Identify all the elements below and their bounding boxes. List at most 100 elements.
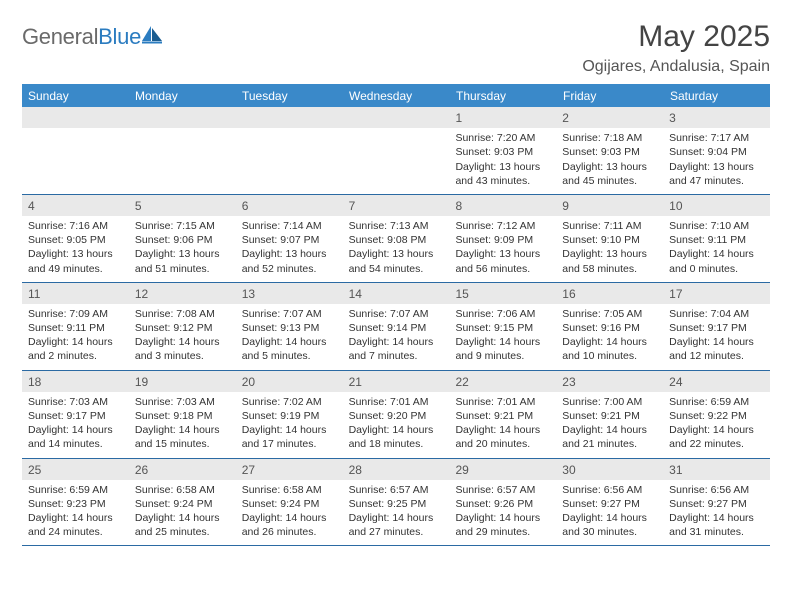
- day-number: 21: [343, 371, 450, 392]
- day-body: Sunrise: 7:11 AMSunset: 9:10 PMDaylight:…: [556, 216, 663, 276]
- daylight-text: Daylight: 14 hours and 31 minutes.: [669, 511, 764, 539]
- day-body: Sunrise: 7:07 AMSunset: 9:14 PMDaylight:…: [343, 304, 450, 364]
- day-number: 8: [449, 195, 556, 216]
- sunset-text: Sunset: 9:17 PM: [28, 409, 123, 423]
- weekday-header: Thursday: [450, 84, 557, 107]
- day-body: Sunrise: 7:12 AMSunset: 9:09 PMDaylight:…: [449, 216, 556, 276]
- day-number: 15: [449, 283, 556, 304]
- daylight-text: Daylight: 14 hours and 17 minutes.: [242, 423, 337, 451]
- day-number: 24: [663, 371, 770, 392]
- daylight-text: Daylight: 14 hours and 9 minutes.: [455, 335, 550, 363]
- header: GeneralBlue May 2025 Ogijares, Andalusia…: [22, 20, 770, 76]
- day-number: 9: [556, 195, 663, 216]
- day-number: [236, 107, 343, 128]
- daylight-text: Daylight: 14 hours and 10 minutes.: [562, 335, 657, 363]
- day-cell: 7Sunrise: 7:13 AMSunset: 9:08 PMDaylight…: [343, 195, 450, 282]
- day-cell: 30Sunrise: 6:56 AMSunset: 9:27 PMDayligh…: [556, 459, 663, 546]
- day-cell: 15 Sunrise: 7:06 AMSunset: 9:15 PMDayligh…: [449, 283, 556, 370]
- sunrise-text: Sunrise: 7:06 AM: [455, 307, 550, 321]
- day-body: Sunrise: 7:05 AMSunset: 9:16 PMDaylight:…: [556, 304, 663, 364]
- day-number: [22, 107, 129, 128]
- day-number: 11: [22, 283, 129, 304]
- daylight-text: Daylight: 14 hours and 18 minutes.: [349, 423, 444, 451]
- daylight-text: Daylight: 13 hours and 54 minutes.: [349, 247, 444, 275]
- sunset-text: Sunset: 9:11 PM: [28, 321, 123, 335]
- empty-cell: [343, 107, 450, 194]
- sunrise-text: Sunrise: 7:12 AM: [455, 219, 550, 233]
- day-number: 31: [663, 459, 770, 480]
- empty-cell: [22, 107, 129, 194]
- day-cell: 8Sunrise: 7:12 AMSunset: 9:09 PMDaylight…: [449, 195, 556, 282]
- day-cell: 16Sunrise: 7:05 AMSunset: 9:16 PMDayligh…: [556, 283, 663, 370]
- daylight-text: Daylight: 14 hours and 0 minutes.: [669, 247, 764, 275]
- day-number: 2: [556, 107, 663, 128]
- sunset-text: Sunset: 9:19 PM: [242, 409, 337, 423]
- week-row: 18Sunrise: 7:03 AMSunset: 9:17 PMDayligh…: [22, 371, 770, 459]
- daylight-text: Daylight: 14 hours and 22 minutes.: [669, 423, 764, 451]
- sunset-text: Sunset: 9:06 PM: [135, 233, 230, 247]
- sunset-text: Sunset: 9:22 PM: [669, 409, 764, 423]
- day-body: Sunrise: 7:03 AMSunset: 9:17 PMDaylight:…: [22, 392, 129, 452]
- sunrise-text: Sunrise: 7:08 AM: [135, 307, 230, 321]
- day-cell: 17Sunrise: 7:04 AMSunset: 9:17 PMDayligh…: [663, 283, 770, 370]
- sunrise-text: Sunrise: 7:17 AM: [669, 131, 764, 145]
- day-number: 12: [129, 283, 236, 304]
- sunset-text: Sunset: 9:10 PM: [562, 233, 657, 247]
- day-body: Sunrise: 7:13 AMSunset: 9:08 PMDaylight:…: [343, 216, 450, 276]
- day-body: Sunrise: 6:58 AMSunset: 9:24 PMDaylight:…: [129, 480, 236, 540]
- sunset-text: Sunset: 9:15 PM: [455, 321, 550, 335]
- day-number: 18: [22, 371, 129, 392]
- sunrise-text: Sunrise: 7:03 AM: [28, 395, 123, 409]
- day-body: Sunrise: 6:59 AMSunset: 9:23 PMDaylight:…: [22, 480, 129, 540]
- sunset-text: Sunset: 9:07 PM: [242, 233, 337, 247]
- day-body: Sunrise: 7:20 AMSunset: 9:03 PMDaylight:…: [449, 128, 556, 188]
- sunset-text: Sunset: 9:16 PM: [562, 321, 657, 335]
- sunrise-text: Sunrise: 7:02 AM: [242, 395, 337, 409]
- logo-text-blue: Blue: [98, 24, 141, 50]
- sunrise-text: Sunrise: 6:56 AM: [562, 483, 657, 497]
- day-cell: 18Sunrise: 7:03 AMSunset: 9:17 PMDayligh…: [22, 371, 129, 458]
- sunrise-text: Sunrise: 7:09 AM: [28, 307, 123, 321]
- sunrise-text: Sunrise: 7:01 AM: [455, 395, 550, 409]
- location-text: Ogijares, Andalusia, Spain: [582, 58, 770, 76]
- day-cell: 24Sunrise: 6:59 AMSunset: 9:22 PMDayligh…: [663, 371, 770, 458]
- day-number: 17: [663, 283, 770, 304]
- day-body: Sunrise: 6:56 AMSunset: 9:27 PMDaylight:…: [663, 480, 770, 540]
- daylight-text: Daylight: 14 hours and 15 minutes.: [135, 423, 230, 451]
- day-body: Sunrise: 7:07 AMSunset: 9:13 PMDaylight:…: [236, 304, 343, 364]
- daylight-text: Daylight: 13 hours and 45 minutes.: [562, 160, 657, 188]
- weekday-header: Monday: [129, 84, 236, 107]
- day-cell: 29Sunrise: 6:57 AMSunset: 9:26 PMDayligh…: [449, 459, 556, 546]
- logo: GeneralBlue: [22, 20, 164, 50]
- day-number: 29: [449, 459, 556, 480]
- sunset-text: Sunset: 9:14 PM: [349, 321, 444, 335]
- daylight-text: Daylight: 13 hours and 47 minutes.: [669, 160, 764, 188]
- sunrise-text: Sunrise: 7:18 AM: [562, 131, 657, 145]
- day-cell: 13Sunrise: 7:07 AMSunset: 9:13 PMDayligh…: [236, 283, 343, 370]
- sunrise-text: Sunrise: 7:13 AM: [349, 219, 444, 233]
- sunrise-text: Sunrise: 7:03 AM: [135, 395, 230, 409]
- day-number: 22: [449, 371, 556, 392]
- day-number: 30: [556, 459, 663, 480]
- day-body: Sunrise: 7:18 AMSunset: 9:03 PMDaylight:…: [556, 128, 663, 188]
- sunset-text: Sunset: 9:08 PM: [349, 233, 444, 247]
- day-number: 19: [129, 371, 236, 392]
- daylight-text: Daylight: 14 hours and 2 minutes.: [28, 335, 123, 363]
- sunrise-text: Sunrise: 7:10 AM: [669, 219, 764, 233]
- sunrise-text: Sunrise: 6:58 AM: [242, 483, 337, 497]
- day-body: Sunrise: 7:17 AMSunset: 9:04 PMDaylight:…: [663, 128, 770, 188]
- day-number: 26: [129, 459, 236, 480]
- sunset-text: Sunset: 9:21 PM: [562, 409, 657, 423]
- day-number: 13: [236, 283, 343, 304]
- sunset-text: Sunset: 9:21 PM: [455, 409, 550, 423]
- day-number: 23: [556, 371, 663, 392]
- month-title: May 2025: [582, 20, 770, 54]
- sunset-text: Sunset: 9:18 PM: [135, 409, 230, 423]
- day-cell: 5Sunrise: 7:15 AMSunset: 9:06 PMDaylight…: [129, 195, 236, 282]
- day-cell: 23Sunrise: 7:00 AMSunset: 9:21 PMDayligh…: [556, 371, 663, 458]
- day-body: Sunrise: 7:03 AMSunset: 9:18 PMDaylight:…: [129, 392, 236, 452]
- empty-cell: [129, 107, 236, 194]
- daylight-text: Daylight: 13 hours and 52 minutes.: [242, 247, 337, 275]
- sunrise-text: Sunrise: 6:57 AM: [455, 483, 550, 497]
- day-cell: 3Sunrise: 7:17 AMSunset: 9:04 PMDaylight…: [663, 107, 770, 194]
